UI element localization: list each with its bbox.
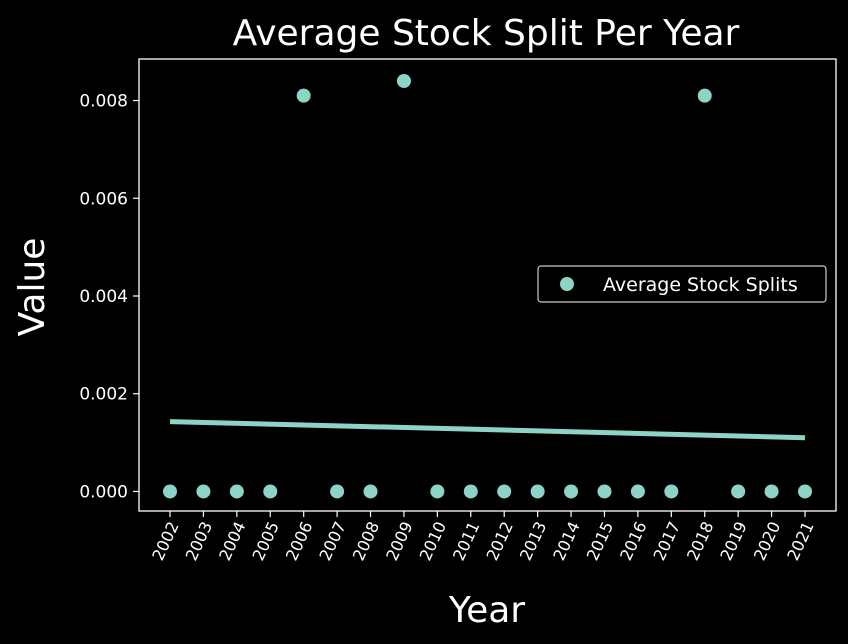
data-point (263, 484, 278, 499)
data-point (697, 88, 712, 103)
data-point (530, 484, 545, 499)
y-tick-label: 0.008 (79, 92, 128, 112)
data-point (798, 484, 812, 499)
legend-marker (560, 277, 574, 291)
trend-line (169, 419, 806, 441)
data-point (497, 484, 512, 499)
data-point (196, 484, 211, 499)
data-point (731, 484, 746, 499)
y-tick-label: 0.000 (79, 482, 128, 502)
data-point (296, 88, 311, 103)
trend-line-group (169, 419, 806, 441)
data-point (463, 484, 478, 499)
data-point (664, 484, 679, 499)
y-tick-label: 0.006 (79, 189, 128, 209)
plot-frame (138, 58, 837, 512)
data-point (330, 484, 345, 499)
x-axis-label: Year (448, 590, 525, 631)
legend: Average Stock Splits (537, 265, 827, 303)
y-tick-label: 0.004 (79, 287, 128, 307)
data-point (363, 484, 378, 499)
data-point (430, 484, 445, 499)
data-point (764, 484, 779, 499)
chart-title: Average Stock Split Per Year (233, 13, 740, 54)
data-point (163, 484, 177, 499)
y-axis-label: Value (12, 238, 53, 337)
data-point (630, 484, 645, 499)
data-point (564, 484, 579, 499)
y-tick-label: 0.002 (79, 385, 128, 405)
legend-label: Average Stock Splits (603, 274, 798, 296)
data-point (396, 73, 411, 88)
data-point (229, 484, 244, 499)
data-point (597, 484, 612, 499)
legend-box (537, 265, 827, 303)
data-points (163, 73, 812, 499)
